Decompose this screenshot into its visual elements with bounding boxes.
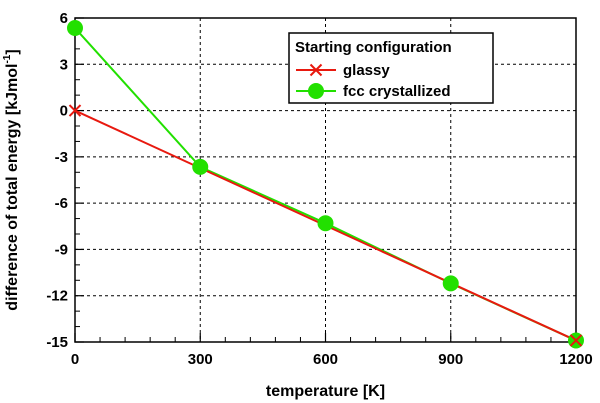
data-point-fcc — [67, 20, 83, 37]
y-axis-label-end: ] — [4, 49, 21, 54]
legend-items: glassy fcc crystallized — [296, 62, 451, 100]
x-tick-label: 600 — [313, 351, 338, 368]
tick-layer: 0 300 600 900 1200 -15 -12 -9 -6 -3 0 3 6 — [46, 10, 592, 368]
data-point-glassy-stroke — [569, 334, 583, 347]
y-tick-label: -6 — [55, 195, 68, 212]
data-point-glassy — [68, 104, 82, 117]
x-tick-label: 300 — [188, 351, 213, 368]
data-point-glassy — [569, 334, 583, 347]
y-tick-label: -15 — [46, 334, 68, 351]
series-layer — [67, 20, 584, 349]
legend-title: Starting configuration — [295, 39, 452, 56]
legend-swatch-marker — [308, 83, 324, 99]
y-tick-label: -12 — [46, 288, 68, 305]
y-axis-label: difference of total energy [kJmol-1] — [2, 49, 21, 310]
legend-item: fcc crystallized — [296, 83, 451, 100]
legend-swatch-marker-stroke — [309, 63, 323, 77]
x-tick-label: 900 — [438, 351, 463, 368]
y-tick-label: 6 — [60, 10, 68, 27]
y-tick-label: -9 — [55, 241, 68, 258]
x-tick-label: 1200 — [559, 351, 592, 368]
data-point-glassy-stroke — [68, 104, 82, 117]
x-axis-label: temperature [K] — [266, 383, 385, 400]
y-axis-label-main: difference of total energy [kJmol — [4, 64, 21, 311]
y-tick-label: 0 — [60, 103, 68, 120]
legend-label: glassy — [343, 62, 390, 79]
y-tick-label: -3 — [55, 149, 68, 166]
legend-item: glassy — [296, 62, 390, 79]
legend-label: fcc crystallized — [343, 83, 451, 100]
data-point-fcc — [442, 275, 459, 292]
y-axis-label-sup: -1 — [2, 54, 13, 63]
data-point-fcc — [317, 215, 334, 232]
legend-swatch-marker — [309, 63, 323, 77]
data-point-fcc — [192, 158, 209, 175]
y-tick-label: 3 — [60, 56, 68, 73]
legend: Starting configuration glassy fcc crystal… — [288, 32, 494, 104]
x-tick-label: 0 — [71, 351, 79, 368]
